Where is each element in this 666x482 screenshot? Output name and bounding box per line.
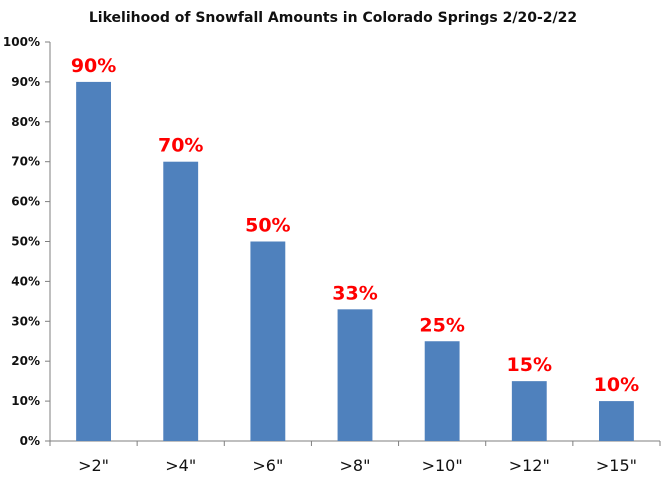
bar xyxy=(424,341,460,441)
y-tick-label: 70% xyxy=(11,155,40,169)
data-label: 70% xyxy=(158,135,203,157)
bar xyxy=(163,161,199,441)
data-label: 25% xyxy=(419,314,464,336)
x-tick-label: >2" xyxy=(78,456,109,475)
x-tick-label: >4" xyxy=(165,456,196,475)
x-tick-label: >10" xyxy=(422,456,463,475)
bars xyxy=(76,81,634,442)
data-label: 90% xyxy=(71,55,116,77)
x-tick-label: >6" xyxy=(252,456,283,475)
data-labels: 90% 70% 50% 33% 25% 15% 10% xyxy=(71,55,639,396)
data-label: 10% xyxy=(594,374,639,396)
y-tick-label: 50% xyxy=(11,235,40,249)
y-tick-label: 100% xyxy=(3,35,40,49)
data-label: 33% xyxy=(332,282,377,304)
y-tick-label: 10% xyxy=(11,394,40,408)
bar xyxy=(250,241,286,441)
bar xyxy=(599,401,634,441)
x-tick-label: >15" xyxy=(596,456,637,475)
data-label: 15% xyxy=(507,354,552,376)
x-tick-label: >12" xyxy=(509,456,550,475)
x-tick-label: >8" xyxy=(340,456,371,475)
y-tick-label: 30% xyxy=(11,314,40,328)
y-tick-label: 90% xyxy=(11,75,40,89)
bar xyxy=(337,309,373,441)
y-tick-label: 20% xyxy=(11,354,40,368)
bar xyxy=(76,81,111,442)
y-tick-label: 60% xyxy=(11,195,40,209)
axes: 0% 10% 20% 30% 40% 50% 60% 70% 80% 90% 100% >2" >4" >… xyxy=(3,35,661,475)
y-tick-label: 80% xyxy=(11,115,40,129)
bar xyxy=(511,381,547,441)
y-tick-label: 40% xyxy=(11,274,40,288)
data-label: 50% xyxy=(245,215,290,237)
chart-title: Likelihood of Snowfall Amounts in Colora… xyxy=(89,10,577,26)
y-tick-label: 0% xyxy=(20,434,40,448)
